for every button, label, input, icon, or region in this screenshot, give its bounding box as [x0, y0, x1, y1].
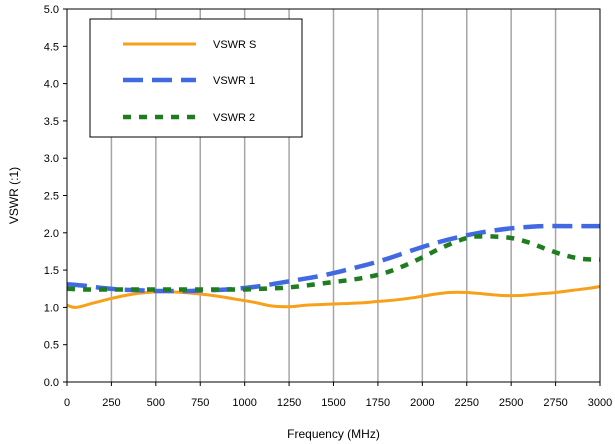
y-tick-label: 0.5	[44, 340, 59, 352]
series-lines	[66, 223, 601, 309]
y-tick-label: 2.5	[44, 191, 59, 203]
x-tick-label: 2500	[499, 397, 523, 409]
x-tick-label: 250	[102, 397, 120, 409]
legend-label-s: VSWR S	[213, 39, 256, 51]
x-tick-label: 0	[64, 397, 70, 409]
series-line-1	[66, 223, 600, 294]
series-line-s	[66, 285, 601, 309]
x-tick-label: 2000	[410, 397, 434, 409]
y-tick-label: 1.0	[44, 302, 59, 314]
x-tick-label: 1750	[366, 397, 390, 409]
x-axis-label: Frequency (MHz)	[287, 427, 380, 441]
legend-entries: VSWR S VSWR 1 VSWR 2	[123, 39, 256, 124]
y-tick-label: 0.0	[44, 377, 59, 389]
legend-label-1: VSWR 1	[213, 75, 255, 87]
axis-ticks: 0 250 500 750 1000 1250 1500 1750 2000 2250 2500 27…	[44, 4, 613, 409]
x-tick-label: 1250	[277, 397, 301, 409]
y-axis-label: VSWR (:1)	[7, 167, 21, 224]
series-line-2	[66, 234, 601, 292]
x-tick-label: 3000	[588, 397, 612, 409]
x-tick-label: 500	[147, 397, 165, 409]
y-tick-label: 2.0	[44, 228, 59, 240]
x-tick-label: 2250	[455, 397, 479, 409]
y-tick-label: 4.0	[44, 79, 59, 91]
y-tick-label: 4.5	[44, 41, 59, 53]
y-tick-label: 3.0	[44, 153, 59, 165]
legend-label-2: VSWR 2	[213, 112, 255, 124]
x-tick-label: 750	[191, 397, 209, 409]
legend: VSWR S VSWR 1 VSWR 2	[89, 18, 303, 138]
x-tick-label: 1000	[232, 397, 256, 409]
x-tick-label: 1500	[321, 397, 345, 409]
y-tick-label: 1.5	[44, 265, 59, 277]
x-tick-label: 2750	[543, 397, 567, 409]
y-tick-label: 3.5	[44, 116, 59, 128]
y-tick-label: 5.0	[44, 4, 59, 16]
